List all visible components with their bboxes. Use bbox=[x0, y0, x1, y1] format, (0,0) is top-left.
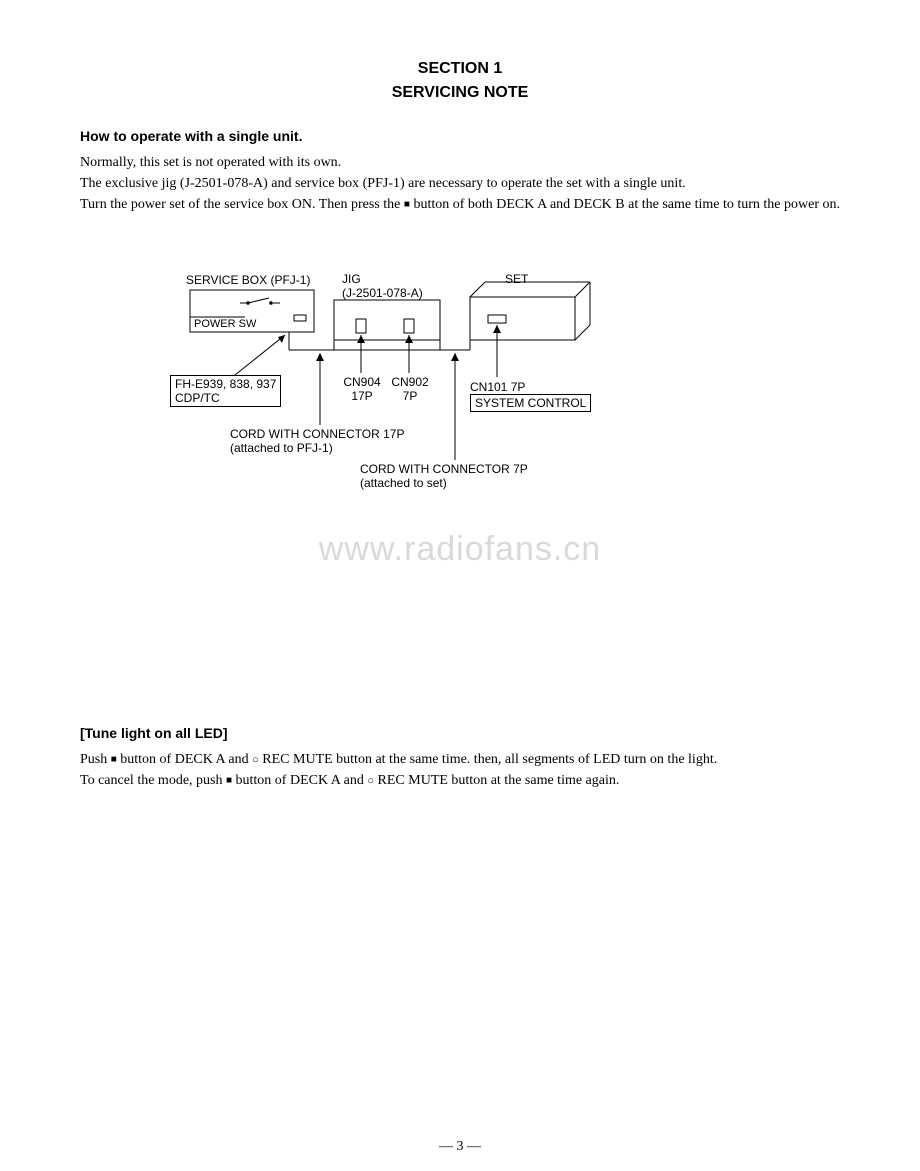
body-text: To cancel the mode, push bbox=[80, 773, 226, 788]
cn902-label: CN902 bbox=[390, 375, 430, 389]
section-number: SECTION 1 bbox=[80, 60, 840, 78]
s1-heading: How to operate with a single unit. bbox=[80, 128, 840, 144]
section-title: SERVICING NOTE bbox=[80, 84, 840, 102]
cn904-pins: 17P bbox=[342, 389, 382, 403]
s2-heading: [Tune light on all LED] bbox=[80, 725, 840, 741]
body-text: Turn the power set of the service box ON… bbox=[80, 196, 840, 215]
cn904-label: CN904 bbox=[342, 375, 382, 389]
jig-model: (J-2501-078-A) bbox=[342, 286, 423, 300]
cord-7p-label: CORD WITH CONNECTOR 7P bbox=[360, 462, 528, 476]
cn101-label: CN101 7P bbox=[470, 380, 591, 394]
power-sw-label: POWER SW bbox=[194, 318, 256, 330]
cord-17p-label: CORD WITH CONNECTOR 17P bbox=[230, 427, 404, 441]
body-text: REC MUTE button at the same time. then, … bbox=[259, 752, 717, 767]
body-text: button of DECK A and bbox=[232, 773, 367, 788]
jig-label: JIG bbox=[342, 272, 423, 286]
rec-icon: ○ bbox=[252, 754, 259, 766]
page-number-value: 3 bbox=[457, 1139, 464, 1154]
fh-cdptc: CDP/TC bbox=[175, 391, 276, 405]
body-text: The exclusive jig (J-2501-078-A) and ser… bbox=[80, 175, 840, 194]
body-text: button of DECK A and bbox=[117, 752, 252, 767]
cn902-pins: 7P bbox=[390, 389, 430, 403]
connection-diagram: SERVICE BOX (PFJ-1) POWER SW JIG (J-2501… bbox=[170, 265, 840, 535]
body-text: To cancel the mode, push ■ button of DEC… bbox=[80, 772, 840, 791]
body-text: button of both DECK A and DECK B at the … bbox=[410, 197, 840, 212]
body-text: Normally, this set is not operated with … bbox=[80, 154, 840, 173]
service-box-label: SERVICE BOX (PFJ-1) bbox=[186, 273, 310, 287]
body-text: Turn the power set of the service box ON… bbox=[80, 197, 404, 212]
body-text: Push bbox=[80, 752, 111, 767]
watermark-text: www.radiofans.cn bbox=[0, 530, 920, 569]
cord-7p-note: (attached to set) bbox=[360, 476, 528, 490]
body-text: Push ■ button of DECK A and ○ REC MUTE b… bbox=[80, 751, 840, 770]
set-label: SET bbox=[505, 272, 528, 286]
fh-models: FH-E939, 838, 937 bbox=[175, 377, 276, 391]
system-control-label: SYSTEM CONTROL bbox=[470, 394, 591, 412]
cord-17p-note: (attached to PFJ-1) bbox=[230, 441, 404, 455]
page-number: — 3 — bbox=[0, 1139, 920, 1155]
body-text: REC MUTE button at the same time again. bbox=[374, 773, 619, 788]
